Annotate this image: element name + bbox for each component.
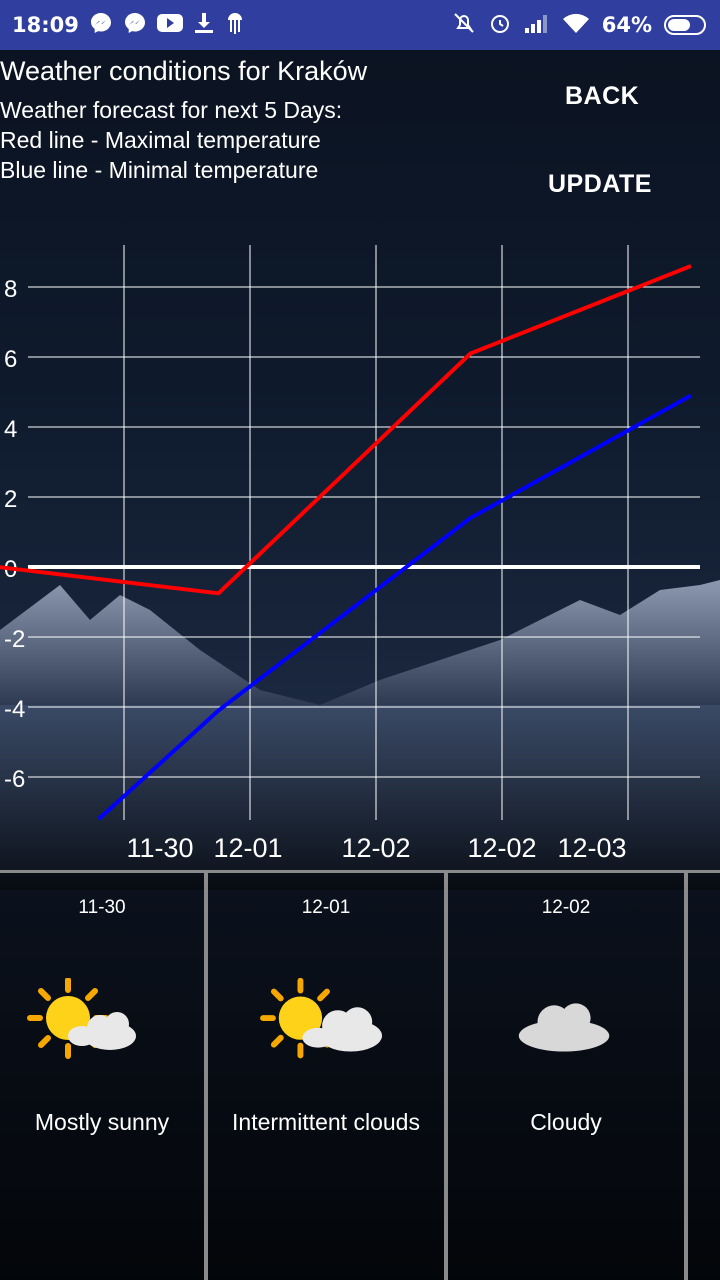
- sun-cloud-icon: [260, 978, 383, 1059]
- battery-percent: 64%: [601, 13, 652, 37]
- y-tick-label: 2: [4, 486, 17, 513]
- x-tick-label: 12-02: [467, 833, 536, 863]
- forecast-date: 12-02: [541, 897, 591, 918]
- battery-fill: [668, 19, 690, 31]
- jellyfish-icon: [225, 10, 245, 41]
- signal-icon: [524, 12, 550, 39]
- x-tick-label: 12-02: [341, 833, 410, 863]
- page-title: Weather conditions for Kraków: [0, 56, 368, 86]
- status-bar: 18:09 64%: [0, 0, 720, 50]
- forecast-description: Cloudy: [530, 1109, 602, 1135]
- forecast-date: 12-01: [301, 897, 351, 918]
- y-tick-label: -2: [4, 626, 25, 653]
- status-time: 18:09: [12, 13, 79, 37]
- forecast-cards: 11-30 Mostly sunny 12-01: [0, 870, 720, 1280]
- forecast-subtitle: Weather forecast for next 5 Days:: [0, 97, 343, 123]
- battery-icon: [664, 15, 706, 35]
- y-tick-label: 4: [4, 416, 17, 443]
- y-tick-label: -6: [4, 766, 25, 793]
- y-tick-label: -4: [4, 696, 25, 723]
- x-tick-label: 12-03: [557, 833, 626, 863]
- alarm-icon: [488, 11, 512, 40]
- forecast-card-day3[interactable]: 12-02 Cloudy: [444, 870, 684, 1280]
- forecast-card-day2[interactable]: 12-01 Intermittent clouds: [204, 870, 444, 1280]
- messenger-icon: [123, 11, 147, 40]
- cloud-icon: [518, 1003, 610, 1052]
- x-tick-label: 12-01: [213, 833, 282, 863]
- no-disturb-icon: [452, 11, 476, 40]
- sun-cloud-icon: [27, 978, 136, 1059]
- forecast-description: Intermittent clouds: [232, 1109, 420, 1135]
- youtube-icon: [156, 13, 183, 38]
- forecast-card-day1[interactable]: 11-30 Mostly sunny: [0, 870, 204, 1280]
- y-tick-label: 8: [4, 276, 17, 303]
- update-button[interactable]: UPDATE: [548, 170, 652, 198]
- back-button[interactable]: BACK: [565, 82, 640, 110]
- forecast-date: 11-30: [78, 897, 126, 918]
- y-tick-label: 6: [4, 346, 17, 373]
- messenger-icon: [89, 11, 113, 40]
- legend-max: Red line - Maximal temperature: [0, 127, 321, 153]
- series-line: [97, 393, 692, 821]
- status-right: 64%: [452, 0, 706, 50]
- forecast-description: Mostly sunny: [34, 1109, 170, 1135]
- legend-min: Blue line - Minimal temperature: [0, 157, 319, 183]
- series-line: [0, 264, 692, 596]
- wifi-icon: [562, 12, 590, 39]
- forecast-card-next[interactable]: [684, 870, 720, 1280]
- download-icon: [193, 11, 215, 40]
- x-tick-label: 11-30: [126, 833, 193, 863]
